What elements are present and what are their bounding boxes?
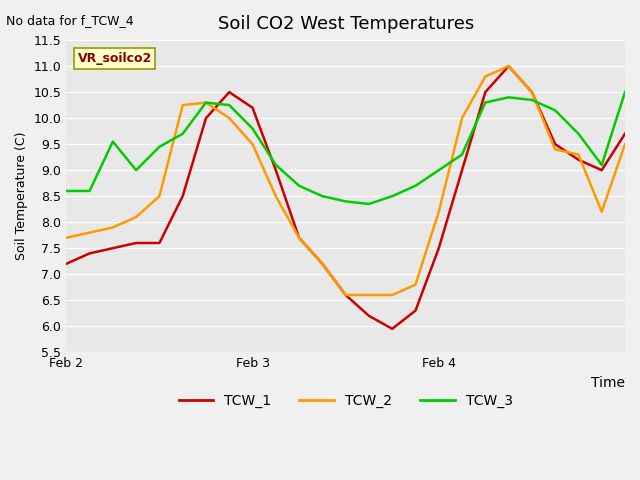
TCW_1 — [179, 193, 186, 199]
TCW_2 — [179, 102, 186, 108]
TCW_2 — [551, 146, 559, 152]
TCW_3 — [505, 95, 513, 100]
TCW_3 — [63, 188, 70, 194]
TCW_2 — [225, 115, 233, 121]
TCW_3 — [551, 108, 559, 113]
TCW_2 — [272, 193, 280, 199]
Text: VR_soilco2: VR_soilco2 — [77, 52, 152, 65]
TCW_3 — [412, 183, 419, 189]
Line: TCW_1: TCW_1 — [67, 66, 625, 329]
TCW_2 — [63, 235, 70, 240]
TCW_2 — [86, 230, 93, 236]
TCW_3 — [598, 162, 605, 168]
TCW_3 — [575, 131, 582, 137]
TCW_2 — [342, 292, 349, 298]
TCW_3 — [202, 100, 210, 106]
TCW_2 — [528, 89, 536, 95]
TCW_2 — [412, 282, 419, 288]
TCW_3 — [132, 168, 140, 173]
Title: Soil CO2 West Temperatures: Soil CO2 West Temperatures — [218, 15, 474, 33]
TCW_3 — [156, 144, 163, 150]
TCW_2 — [295, 235, 303, 240]
TCW_3 — [295, 183, 303, 189]
Line: TCW_2: TCW_2 — [67, 66, 625, 295]
TCW_1 — [412, 308, 419, 313]
TCW_1 — [63, 261, 70, 267]
TCW_2 — [365, 292, 372, 298]
TCW_3 — [528, 97, 536, 103]
TCW_1 — [202, 115, 210, 121]
TCW_3 — [225, 102, 233, 108]
TCW_3 — [109, 139, 116, 144]
TCW_2 — [621, 141, 629, 147]
TCW_3 — [249, 126, 257, 132]
TCW_2 — [109, 225, 116, 230]
TCW_2 — [575, 152, 582, 157]
TCW_2 — [435, 209, 443, 215]
TCW_3 — [621, 89, 629, 95]
TCW_2 — [388, 292, 396, 298]
TCW_2 — [458, 115, 466, 121]
TCW_1 — [621, 131, 629, 137]
TCW_2 — [249, 141, 257, 147]
TCW_1 — [575, 157, 582, 163]
TCW_1 — [319, 261, 326, 267]
TCW_3 — [179, 131, 186, 137]
X-axis label: Time: Time — [591, 376, 625, 390]
TCW_1 — [109, 245, 116, 251]
TCW_3 — [458, 152, 466, 157]
TCW_1 — [551, 141, 559, 147]
TCW_3 — [342, 199, 349, 204]
TCW_1 — [342, 292, 349, 298]
TCW_1 — [505, 63, 513, 69]
TCW_3 — [365, 201, 372, 207]
TCW_1 — [388, 326, 396, 332]
TCW_3 — [272, 162, 280, 168]
TCW_2 — [202, 100, 210, 106]
TCW_2 — [598, 209, 605, 215]
TCW_1 — [365, 313, 372, 319]
TCW_1 — [598, 168, 605, 173]
Y-axis label: Soil Temperature (C): Soil Temperature (C) — [15, 132, 28, 261]
TCW_1 — [528, 89, 536, 95]
Legend: TCW_1, TCW_2, TCW_3: TCW_1, TCW_2, TCW_3 — [173, 389, 518, 414]
Text: No data for f_TCW_4: No data for f_TCW_4 — [6, 14, 134, 27]
TCW_3 — [388, 193, 396, 199]
TCW_3 — [319, 193, 326, 199]
TCW_3 — [435, 168, 443, 173]
TCW_1 — [481, 89, 489, 95]
TCW_2 — [505, 63, 513, 69]
TCW_1 — [132, 240, 140, 246]
TCW_2 — [156, 193, 163, 199]
TCW_1 — [435, 245, 443, 251]
TCW_2 — [132, 214, 140, 220]
TCW_1 — [458, 168, 466, 173]
TCW_1 — [225, 89, 233, 95]
TCW_2 — [481, 73, 489, 79]
TCW_3 — [86, 188, 93, 194]
TCW_2 — [319, 261, 326, 267]
Line: TCW_3: TCW_3 — [67, 92, 625, 204]
TCW_1 — [272, 168, 280, 173]
TCW_1 — [156, 240, 163, 246]
TCW_1 — [295, 235, 303, 240]
TCW_3 — [481, 100, 489, 106]
TCW_1 — [86, 251, 93, 256]
TCW_1 — [249, 105, 257, 110]
